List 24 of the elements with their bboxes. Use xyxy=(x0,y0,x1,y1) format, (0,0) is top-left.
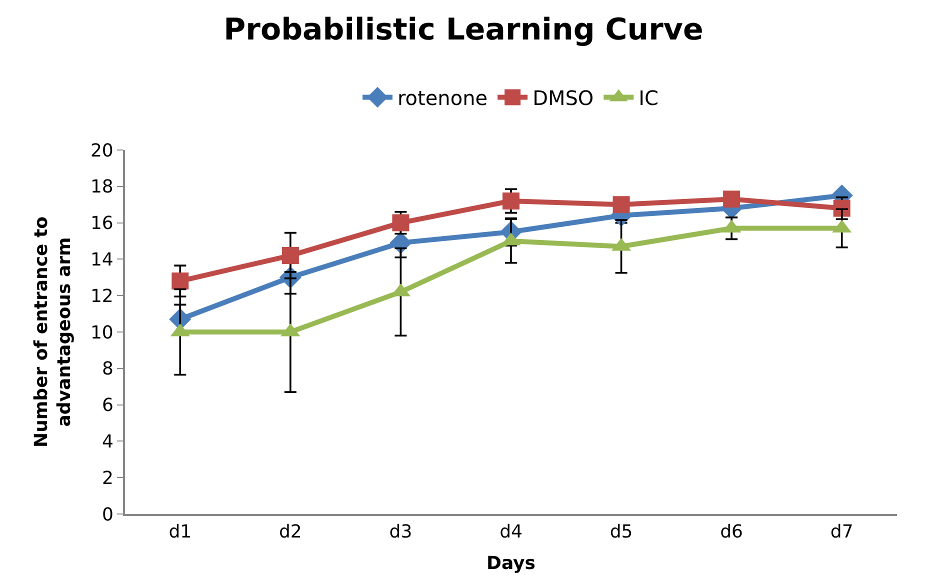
y-tick-label: 6 xyxy=(102,395,114,416)
y-tick-label: 8 xyxy=(102,358,114,380)
chart-title: Probabilistic Learning Curve xyxy=(224,12,704,48)
legend-label: rotenone xyxy=(398,86,488,110)
legend-label: IC xyxy=(638,86,659,110)
y-tick-label: 10 xyxy=(90,322,114,344)
y-tick-label: 18 xyxy=(90,176,114,198)
x-tick-label: d7 xyxy=(830,522,854,543)
y-tick-label: 0 xyxy=(102,504,114,526)
x-tick-label: d6 xyxy=(720,522,744,543)
x-tick-label: d3 xyxy=(389,522,412,543)
y-tick-label: 14 xyxy=(90,250,114,270)
y-tick-label: 4 xyxy=(102,432,114,452)
x-tick-label: d5 xyxy=(610,522,633,543)
y-tick-label: 20 xyxy=(90,140,114,162)
y-axis-title: Number of entrance to advantageous arm xyxy=(30,216,76,448)
x-tick-label: d2 xyxy=(278,522,302,543)
x-axis-title: Days xyxy=(486,553,536,574)
y-tick-label: 12 xyxy=(90,286,114,307)
x-tick-label: d1 xyxy=(168,522,192,543)
y-tick-label: 2 xyxy=(102,468,114,489)
legend-label: DMSO xyxy=(532,86,594,110)
y-tick-label: 16 xyxy=(90,213,114,234)
x-tick-label: d4 xyxy=(500,522,522,543)
